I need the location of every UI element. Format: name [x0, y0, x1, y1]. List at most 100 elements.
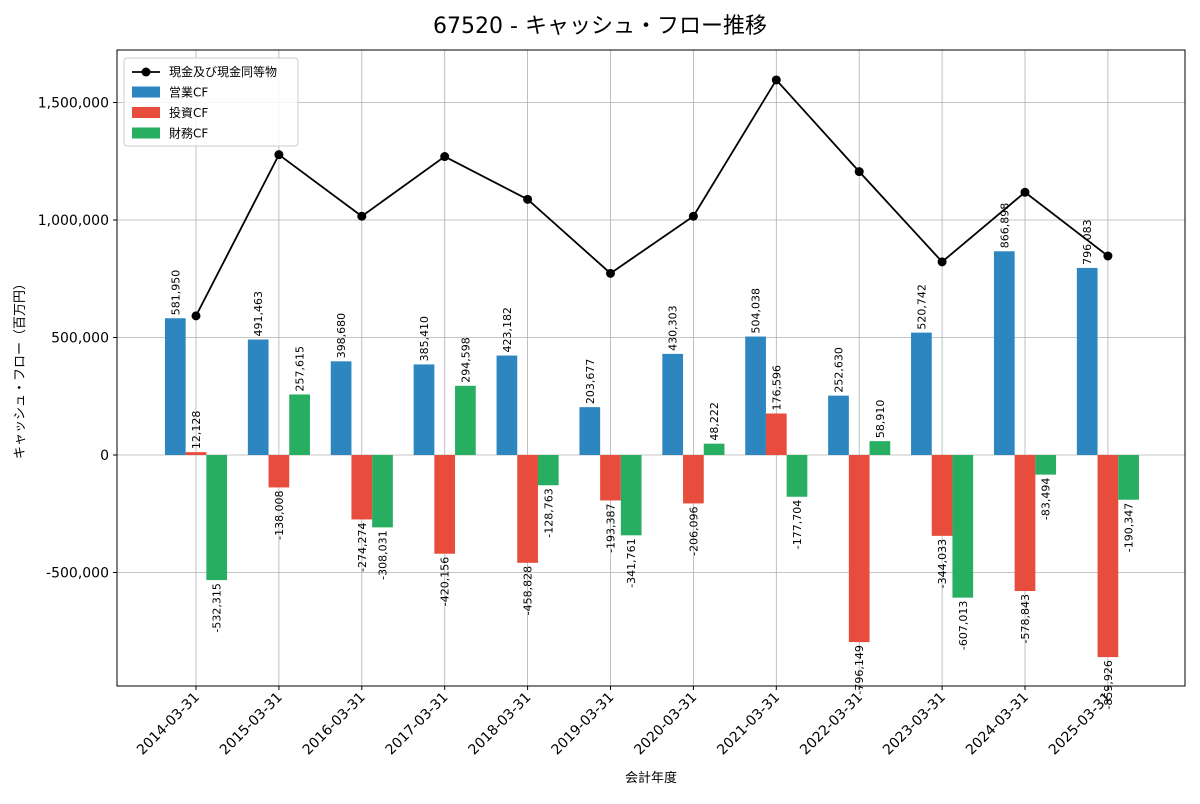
bar-2-3: [455, 385, 476, 455]
bar-value-label: 385,410: [418, 316, 431, 362]
y-tick-label: 0: [100, 448, 109, 464]
cash-line: [191, 75, 1113, 321]
bar-0-5: [579, 407, 601, 455]
bar-1-2: [351, 455, 373, 520]
cash-point: [606, 268, 615, 278]
legend-box: [123, 57, 299, 147]
bar-value-label: -83,494: [1040, 478, 1053, 520]
bar-value-label: 796,083: [1081, 219, 1094, 265]
cash-point: [937, 257, 947, 267]
y-tick-label: 1,500,000: [38, 96, 109, 112]
bar-value-label: -344,033: [936, 539, 949, 588]
bar-1-3: [434, 455, 456, 554]
legend-point-marker: [141, 67, 151, 77]
x-axis-label: 会計年度: [625, 770, 677, 786]
cash-point: [1103, 251, 1113, 261]
bar-value-label: 581,950: [169, 270, 182, 316]
bar-value-label: -308,031: [377, 530, 390, 579]
bar-0-6: [662, 353, 684, 455]
plot-frame: [116, 49, 1186, 687]
x-tick-label: 2022-03-31: [797, 690, 866, 759]
bar-1-8: [848, 455, 870, 643]
bar-0-9: [911, 332, 932, 455]
bar-value-label: 58,910: [874, 400, 887, 439]
y-tick-label: 500,000: [51, 331, 109, 347]
x-tick-label: 2021-03-31: [714, 690, 783, 759]
bar-value-label: -341,761: [625, 538, 638, 587]
legend-swatch: [132, 107, 160, 118]
y-axis-label: キャッシュ・フロー（百万円）: [13, 277, 28, 459]
x-tick-label: 2017-03-31: [383, 690, 452, 759]
cash-point: [771, 75, 781, 85]
x-tick-label: 2023-03-31: [880, 690, 949, 759]
bar-1-9: [931, 455, 953, 536]
chart-title: 67520 - キャッシュ・フロー推移: [433, 14, 767, 39]
x-tick-label: 2014-03-31: [134, 690, 203, 759]
y-tick-label: -500,000: [46, 566, 109, 582]
bar-value-label: 48,222: [708, 402, 721, 441]
bar-1-7: [765, 413, 787, 455]
bar-value-label: -138,008: [273, 490, 286, 539]
bar-1-1: [268, 455, 290, 488]
bar-value-label: 430,303: [667, 305, 680, 351]
x-tick-label: 2020-03-31: [631, 690, 700, 759]
bar-0-4: [496, 355, 518, 455]
bar-2-7: [786, 455, 808, 497]
bar-1-6: [683, 455, 704, 504]
bar-value-label: -532,315: [211, 583, 224, 632]
bar-value-label: 866,898: [998, 203, 1011, 249]
bar-2-0: [206, 455, 228, 581]
bar-2-9: [952, 455, 974, 598]
bar-value-label: -206,096: [687, 506, 700, 555]
cash-point: [191, 311, 201, 321]
bar-value-label: -578,843: [1019, 594, 1032, 643]
bar-0-0: [164, 318, 186, 455]
bar-value-label: 12,128: [190, 411, 203, 450]
cash-point: [523, 194, 533, 204]
cash-point: [854, 167, 864, 177]
bar-2-6: [703, 443, 725, 455]
cash-point: [274, 150, 284, 160]
bar-value-label: 294,598: [459, 337, 472, 383]
x-tick-label: 2025-03-31: [1046, 690, 1115, 759]
bar-value-label: 252,630: [833, 347, 846, 393]
bar-2-2: [372, 455, 393, 528]
x-tick-label: 2018-03-31: [466, 690, 535, 759]
bar-2-4: [537, 455, 559, 486]
bar-value-label: -128,763: [542, 488, 555, 537]
bar-2-5: [620, 455, 642, 536]
bar-value-label: 257,615: [294, 346, 307, 392]
bar-value-label: 176,596: [770, 365, 783, 411]
legend-swatch: [132, 86, 160, 98]
bar-2-8: [869, 441, 891, 455]
legend-label: 営業CF: [169, 86, 208, 100]
bar-value-label: -859,926: [1102, 660, 1115, 709]
cash-point: [1020, 187, 1030, 197]
bar-2-11: [1118, 455, 1139, 500]
bar-value-label: 504,038: [750, 288, 763, 334]
bar-value-label: 520,742: [915, 284, 928, 330]
bar-0-2: [330, 361, 352, 455]
bar-0-11: [1076, 267, 1098, 455]
bar-2-1: [289, 394, 310, 455]
bar-value-label: -190,347: [1123, 503, 1136, 552]
bar-value-label: 203,677: [584, 359, 597, 405]
bar-value-label: -420,156: [439, 557, 452, 606]
bar-1-10: [1014, 455, 1036, 592]
bar-value-label: -274,274: [356, 522, 369, 571]
bar-1-4: [517, 455, 538, 563]
x-tick-label: 2024-03-31: [963, 690, 1032, 759]
bar-1-11: [1097, 455, 1119, 658]
bar-0-7: [745, 336, 766, 455]
bar-value-label: 491,463: [252, 291, 265, 337]
legend-label: 現金及び現金同等物: [169, 64, 277, 79]
cash-point: [688, 211, 698, 221]
bar-0-10: [993, 251, 1015, 455]
bar-value-label: -796,149: [853, 645, 866, 694]
x-tick-label: 2016-03-31: [300, 690, 369, 759]
x-tick-label: 2019-03-31: [548, 690, 617, 759]
bar-value-label: -458,828: [522, 566, 535, 615]
bar-2-10: [1035, 455, 1057, 475]
bar-value-label: -607,013: [957, 601, 970, 650]
bar-1-0: [185, 452, 207, 455]
